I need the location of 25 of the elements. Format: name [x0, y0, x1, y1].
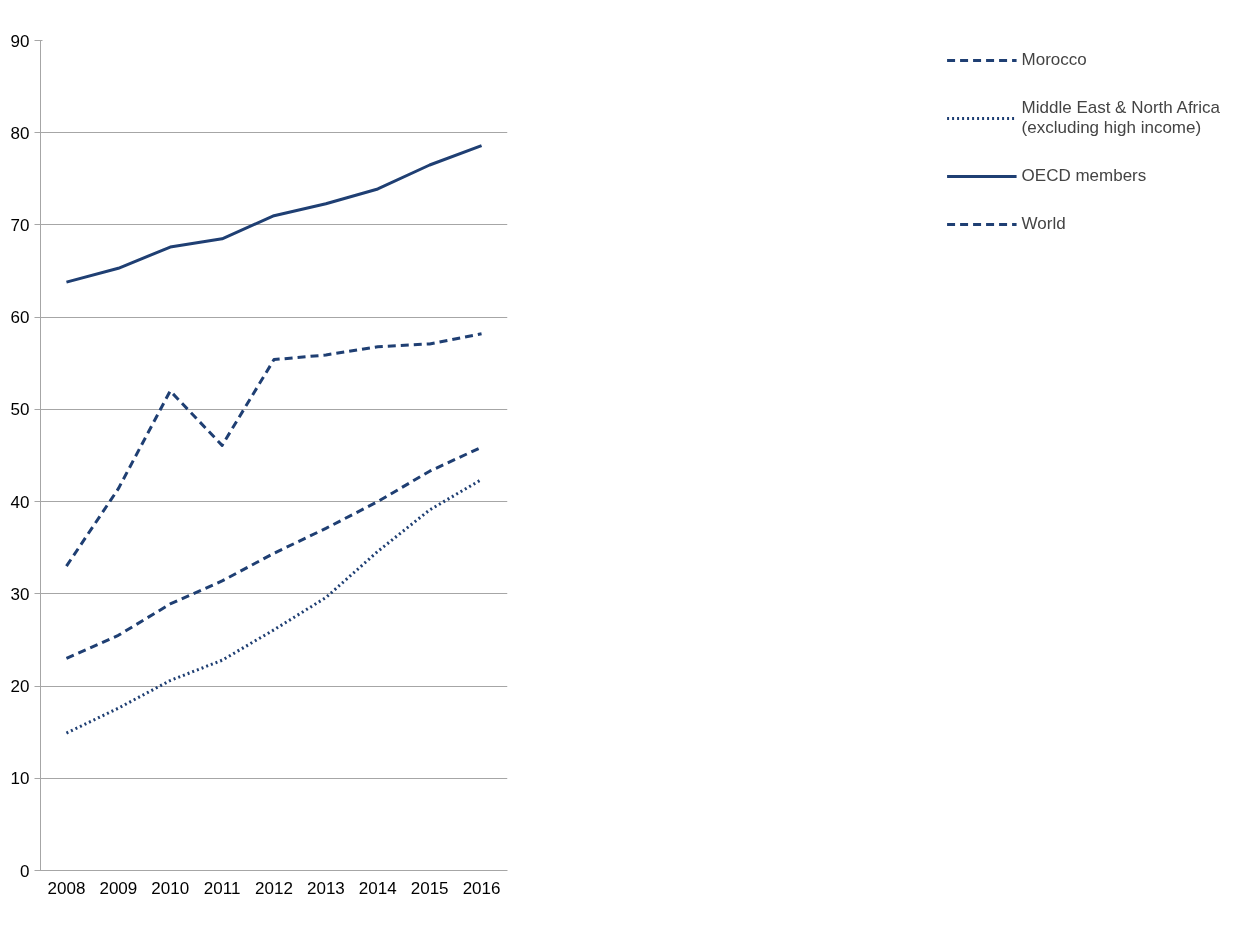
- legend-label: World: [1021, 214, 1066, 234]
- x-tick-label: 2014: [358, 878, 397, 898]
- y-tick-label: 20: [10, 677, 30, 697]
- x-tick-label: 2008: [47, 878, 86, 898]
- y-tick-label: 40: [10, 492, 30, 512]
- legend-label: OECD members: [1021, 166, 1147, 186]
- y-tick-label: 80: [10, 123, 30, 143]
- y-tick-label: 70: [10, 215, 30, 235]
- x-tick-label: 2012: [255, 878, 293, 898]
- x-tick-label: 2011: [203, 878, 241, 898]
- y-tick-label: 10: [10, 769, 30, 789]
- legend-label: Middle East & North Africa (excluding high income): [1021, 98, 1220, 138]
- y-tick-label: 50: [10, 400, 30, 420]
- y-tick-label: 30: [10, 584, 30, 604]
- x-tick-label: 2013: [306, 878, 345, 898]
- legend-label: Morocco: [1021, 50, 1087, 70]
- x-tick-label: 2015: [410, 878, 449, 898]
- y-tick-label: 0: [20, 861, 30, 881]
- y-tick-label: 90: [10, 31, 30, 51]
- x-tick-label: 2016: [462, 878, 501, 898]
- x-tick-label: 2010: [151, 878, 190, 898]
- line-series: [64, 144, 484, 284]
- y-tick-label: 60: [10, 308, 30, 328]
- line-series: [64, 332, 484, 568]
- x-tick-label: 2009: [99, 878, 138, 898]
